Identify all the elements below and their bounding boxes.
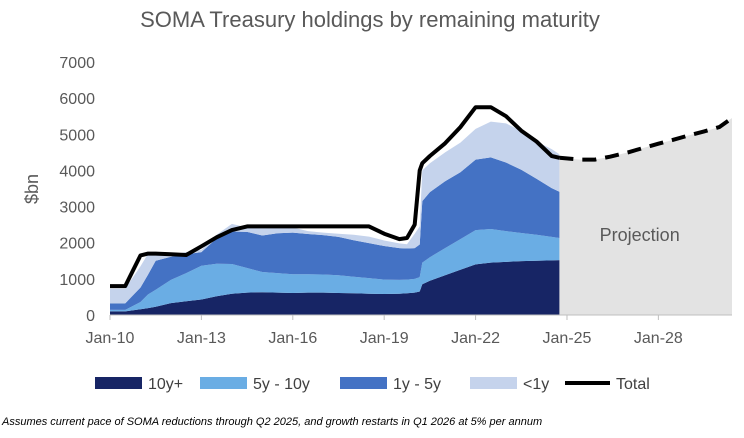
legend-item: 10y+ [95, 376, 183, 393]
legend-label: 5y - 10y [253, 376, 310, 393]
legend-label: 10y+ [148, 376, 183, 393]
legend-item: Total [565, 376, 650, 393]
legend-swatch [200, 377, 247, 389]
legend-item: 1y - 5y [340, 376, 441, 393]
y-tick-label: 7000 [59, 55, 95, 72]
legend-swatch [340, 377, 387, 389]
area-series-1 [110, 229, 560, 312]
projection-area [559, 118, 732, 315]
y-tick-label: 0 [86, 308, 95, 325]
plot-area: Projection 0 1000 2000 3000 4000 5000 6000 7000 J… [59, 55, 734, 347]
y-tick-label: 6000 [59, 91, 95, 108]
legend-swatch [95, 377, 142, 389]
x-tick-label: Jan-22 [451, 330, 500, 347]
legend-label: 1y - 5y [393, 376, 441, 393]
chart-title: SOMA Treasury holdings by remaining matu… [140, 7, 600, 32]
projection-label: Projection [600, 225, 680, 245]
y-tick-label: 1000 [59, 272, 95, 289]
y-tick-label: 4000 [59, 163, 95, 180]
legend-swatch [470, 377, 517, 389]
area-series-0 [110, 260, 560, 315]
y-tick-label: 3000 [59, 200, 95, 217]
x-tick-label: Jan-25 [543, 330, 592, 347]
y-tick-label: 5000 [59, 127, 95, 144]
legend-item: 5y - 10y [200, 376, 310, 393]
x-tick-label: Jan-10 [86, 330, 135, 347]
legend-label: Total [616, 376, 650, 393]
area-series-2 [110, 157, 560, 310]
x-tick-label: Jan-19 [360, 330, 409, 347]
footnote: Assumes current pace of SOMA reductions … [2, 416, 543, 428]
y-tick-label: 2000 [59, 236, 95, 253]
legend-label: <1y [523, 376, 549, 393]
x-tick-label: Jan-16 [268, 330, 317, 347]
total-line-projection [559, 116, 734, 162]
x-tick-label: Jan-13 [177, 330, 226, 347]
total-line-actual [110, 105, 560, 289]
legend: 10y+ 5y - 10y 1y - 5y <1y Total [95, 376, 650, 393]
legend-item: <1y [470, 376, 549, 393]
area-series-3 [110, 121, 560, 304]
y-axis-label: $bn [22, 174, 42, 204]
x-tick-label: Jan-28 [634, 330, 683, 347]
